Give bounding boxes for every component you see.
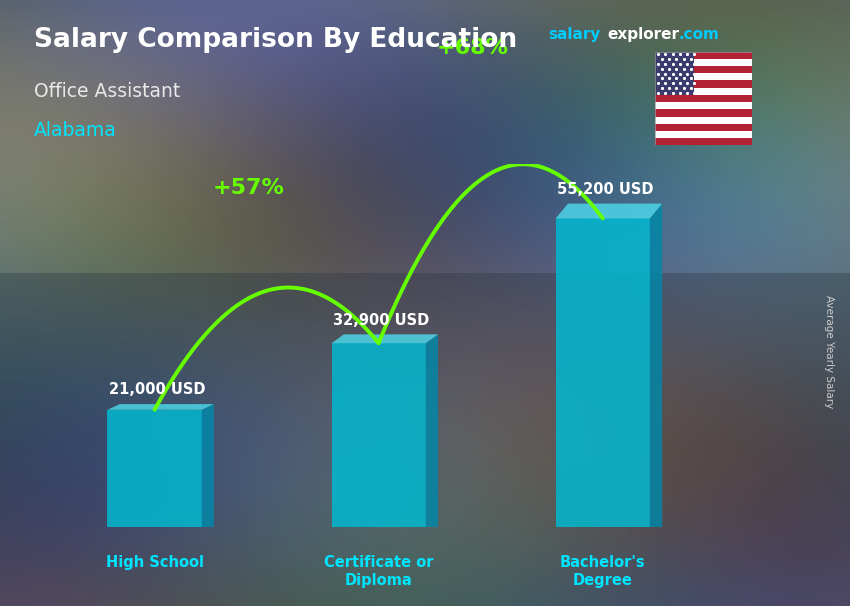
Text: +57%: +57%	[212, 178, 285, 198]
Text: Alabama: Alabama	[34, 121, 116, 140]
Bar	[654, 73, 752, 81]
Bar	[654, 52, 694, 95]
Polygon shape	[107, 404, 214, 410]
Polygon shape	[332, 343, 426, 527]
Text: Certificate or
Diploma: Certificate or Diploma	[324, 555, 434, 588]
Text: Salary Comparison By Education: Salary Comparison By Education	[34, 27, 517, 53]
Polygon shape	[0, 273, 850, 606]
Text: High School: High School	[105, 555, 203, 570]
Bar	[654, 102, 752, 109]
Bar	[654, 124, 752, 131]
Text: .com: .com	[678, 27, 719, 42]
Bar	[654, 95, 752, 102]
Text: explorer: explorer	[608, 27, 680, 42]
Bar	[654, 116, 752, 124]
Bar	[654, 109, 752, 116]
Text: Average Yearly Salary: Average Yearly Salary	[824, 295, 834, 408]
Text: 55,200 USD: 55,200 USD	[557, 182, 653, 197]
Polygon shape	[556, 204, 662, 218]
Text: +68%: +68%	[437, 38, 509, 58]
Text: salary: salary	[548, 27, 601, 42]
Polygon shape	[332, 335, 438, 343]
Bar	[654, 131, 752, 138]
Polygon shape	[426, 335, 438, 527]
Bar	[654, 66, 752, 73]
Polygon shape	[201, 404, 214, 527]
Bar	[654, 81, 752, 88]
Bar	[654, 138, 752, 145]
Bar	[654, 88, 752, 95]
Text: Bachelor's
Degree: Bachelor's Degree	[560, 555, 645, 588]
Text: Office Assistant: Office Assistant	[34, 82, 180, 101]
Polygon shape	[107, 410, 201, 527]
Bar	[654, 52, 752, 59]
Polygon shape	[649, 204, 662, 527]
Text: 21,000 USD: 21,000 USD	[109, 382, 205, 398]
Bar	[654, 59, 752, 66]
Text: 32,900 USD: 32,900 USD	[332, 313, 429, 328]
Polygon shape	[556, 218, 649, 527]
